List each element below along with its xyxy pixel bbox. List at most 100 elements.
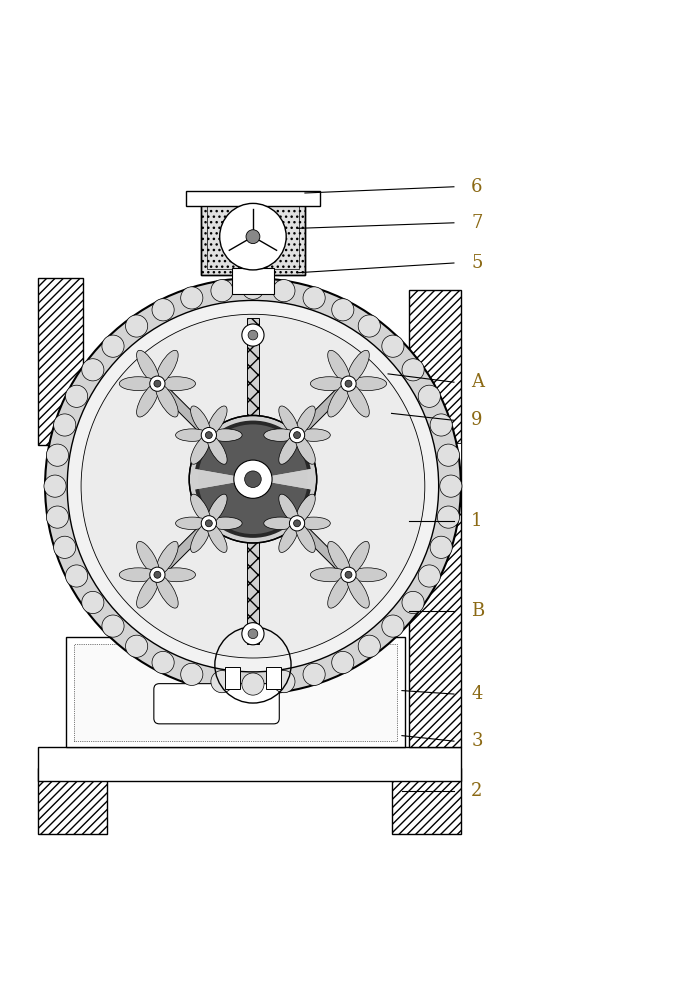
Circle shape <box>294 520 301 527</box>
Ellipse shape <box>279 406 299 435</box>
Circle shape <box>53 536 76 558</box>
Circle shape <box>81 314 425 658</box>
Circle shape <box>246 230 260 244</box>
Bar <box>38 768 107 834</box>
Bar <box>207 204 299 269</box>
Ellipse shape <box>191 406 211 435</box>
Ellipse shape <box>156 574 178 608</box>
Circle shape <box>430 414 453 436</box>
Bar <box>74 644 397 741</box>
Ellipse shape <box>279 494 299 524</box>
Ellipse shape <box>156 383 178 417</box>
Text: B: B <box>471 602 484 620</box>
Bar <box>38 278 83 445</box>
Circle shape <box>152 299 174 321</box>
Text: 9: 9 <box>471 411 483 429</box>
Circle shape <box>53 414 76 436</box>
Circle shape <box>125 315 148 337</box>
Circle shape <box>234 460 272 498</box>
Circle shape <box>303 663 325 685</box>
Circle shape <box>205 432 212 439</box>
Circle shape <box>358 315 380 337</box>
Polygon shape <box>152 476 256 581</box>
Ellipse shape <box>346 541 369 575</box>
Circle shape <box>66 385 88 407</box>
Ellipse shape <box>137 574 159 608</box>
Circle shape <box>402 591 424 614</box>
Circle shape <box>82 359 104 381</box>
Circle shape <box>345 380 352 387</box>
Text: 5: 5 <box>471 254 482 272</box>
Ellipse shape <box>175 429 209 441</box>
Ellipse shape <box>137 541 159 575</box>
Polygon shape <box>249 378 354 483</box>
Circle shape <box>102 335 124 357</box>
Text: 2: 2 <box>471 782 482 800</box>
Ellipse shape <box>328 350 350 384</box>
Circle shape <box>382 615 404 637</box>
Circle shape <box>125 635 148 657</box>
Ellipse shape <box>295 494 315 524</box>
Bar <box>186 191 320 206</box>
Circle shape <box>245 471 261 487</box>
Circle shape <box>181 287 203 309</box>
Circle shape <box>437 444 459 466</box>
Bar <box>66 637 405 747</box>
Circle shape <box>154 571 161 578</box>
Circle shape <box>358 635 380 657</box>
Circle shape <box>273 280 295 302</box>
Circle shape <box>44 475 66 497</box>
Text: 6: 6 <box>471 178 483 196</box>
Ellipse shape <box>156 541 178 575</box>
Circle shape <box>46 444 69 466</box>
Circle shape <box>303 287 325 309</box>
Circle shape <box>332 651 354 674</box>
Ellipse shape <box>209 517 242 530</box>
Circle shape <box>66 565 88 587</box>
Text: 1: 1 <box>471 512 483 530</box>
Bar <box>225 667 240 689</box>
Polygon shape <box>249 476 354 581</box>
Text: 3: 3 <box>471 732 483 750</box>
Circle shape <box>211 671 233 693</box>
Ellipse shape <box>295 523 315 552</box>
Ellipse shape <box>207 494 227 524</box>
Bar <box>247 318 259 425</box>
Ellipse shape <box>264 517 297 530</box>
Circle shape <box>205 520 212 527</box>
Ellipse shape <box>207 406 227 435</box>
Ellipse shape <box>328 574 350 608</box>
Ellipse shape <box>279 523 299 552</box>
Ellipse shape <box>191 494 211 524</box>
Circle shape <box>45 278 461 694</box>
Bar <box>392 768 461 834</box>
Circle shape <box>418 385 440 407</box>
Circle shape <box>332 299 354 321</box>
Circle shape <box>201 427 216 443</box>
Ellipse shape <box>310 377 349 391</box>
Ellipse shape <box>191 435 211 464</box>
Bar <box>232 268 274 294</box>
Ellipse shape <box>264 429 297 441</box>
Circle shape <box>345 571 352 578</box>
Text: A: A <box>471 373 484 391</box>
Text: 7: 7 <box>471 214 482 232</box>
Ellipse shape <box>191 523 211 552</box>
FancyBboxPatch shape <box>154 684 279 724</box>
Circle shape <box>150 567 165 582</box>
Circle shape <box>220 203 286 270</box>
Ellipse shape <box>119 377 157 391</box>
Bar <box>38 747 461 781</box>
Circle shape <box>440 475 462 497</box>
Ellipse shape <box>297 429 331 441</box>
Wedge shape <box>194 469 253 489</box>
Circle shape <box>201 516 216 531</box>
Ellipse shape <box>346 383 369 417</box>
Circle shape <box>82 591 104 614</box>
Circle shape <box>294 432 301 439</box>
Circle shape <box>102 615 124 637</box>
Bar <box>266 667 281 689</box>
Ellipse shape <box>156 350 178 384</box>
Ellipse shape <box>157 568 195 582</box>
Ellipse shape <box>346 574 369 608</box>
